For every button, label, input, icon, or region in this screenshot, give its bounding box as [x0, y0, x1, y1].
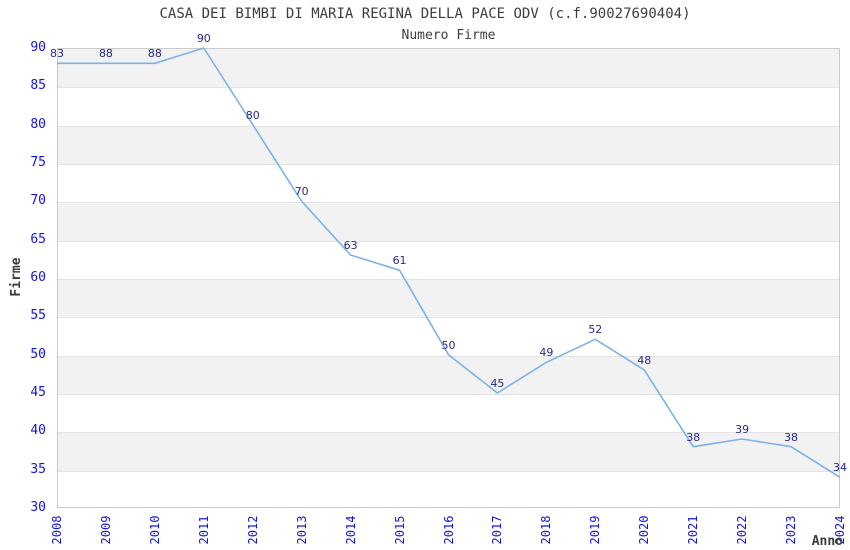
shaded-band: [58, 49, 839, 88]
shaded-band: [58, 125, 839, 164]
shaded-band: [58, 202, 839, 241]
shaded-band: [58, 279, 839, 318]
x-tick-label: 2017: [490, 515, 505, 545]
x-tick-label: 2023: [784, 515, 799, 545]
gridline: [58, 279, 839, 280]
data-point-label: 52: [588, 323, 603, 337]
gridline: [58, 394, 839, 395]
x-tick-label: 2020: [637, 515, 652, 545]
data-point-label: 90: [196, 32, 211, 45]
x-tick-label: 2021: [686, 515, 701, 545]
data-point-label: 34: [833, 461, 847, 475]
x-tick-label: 2018: [539, 515, 554, 545]
gridline: [58, 355, 839, 357]
data-point-label: 80: [245, 108, 260, 122]
x-tick-label: 2013: [294, 515, 309, 545]
y-tick-label: 40: [30, 423, 46, 439]
plot-area: [57, 48, 840, 508]
data-point-label: 88: [147, 47, 162, 61]
y-tick-label: 65: [30, 231, 46, 247]
y-tick-label: 55: [30, 308, 46, 324]
data-point-label: 88: [98, 47, 113, 61]
gridline: [58, 125, 839, 127]
y-tick-label: 60: [30, 270, 46, 285]
data-point-label: 50: [441, 338, 456, 352]
x-tick-label: 2012: [245, 515, 260, 545]
shaded-band: [58, 355, 839, 394]
x-tick-label: 2016: [441, 515, 456, 545]
x-tick-label: 2008: [50, 515, 64, 545]
x-tick-label: 2010: [147, 515, 162, 545]
gridline: [58, 202, 839, 204]
gridline: [58, 317, 839, 319]
y-tick-label: 45: [30, 385, 46, 400]
y-tick-label: 90: [30, 40, 46, 55]
data-point-label: 61: [392, 254, 407, 268]
data-point-label: 39: [735, 423, 750, 436]
data-point-label: 49: [539, 346, 554, 360]
data-point-label: 45: [490, 377, 505, 390]
y-tick-label: 80: [30, 116, 46, 132]
x-tick-label: 2022: [735, 515, 750, 545]
x-tick-label: 2014: [343, 515, 358, 545]
gridline: [58, 470, 839, 472]
y-tick-label: 50: [30, 346, 46, 362]
data-point-label: 63: [343, 239, 358, 252]
data-point-label: 38: [784, 430, 799, 444]
gridline: [58, 87, 839, 89]
y-tick-label: 35: [30, 461, 46, 477]
x-tick-label: 2009: [98, 515, 113, 545]
data-point-label: 48: [637, 354, 652, 367]
chart-subtitle: Numero Firme: [401, 28, 496, 43]
y-tick-label: 70: [30, 193, 46, 209]
x-tick-label: 2019: [588, 515, 603, 545]
gridline: [58, 240, 839, 242]
data-point-label: 70: [294, 185, 309, 199]
x-axis-title: Anno: [811, 534, 843, 549]
x-tick-label: 2011: [196, 515, 211, 545]
y-tick-label: 30: [30, 500, 46, 515]
x-tick-label: 2015: [392, 515, 407, 545]
gridline: [58, 164, 839, 165]
y-tick-label: 75: [30, 155, 46, 170]
y-tick-label: 85: [30, 78, 46, 94]
chart-title: CASA DEI BIMBI DI MARIA REGINA DELLA PAC…: [159, 6, 691, 22]
data-point-label: 83: [50, 47, 64, 61]
y-axis-title: Firme: [9, 257, 24, 297]
shaded-band: [58, 432, 839, 471]
data-point-label: 38: [686, 430, 701, 444]
